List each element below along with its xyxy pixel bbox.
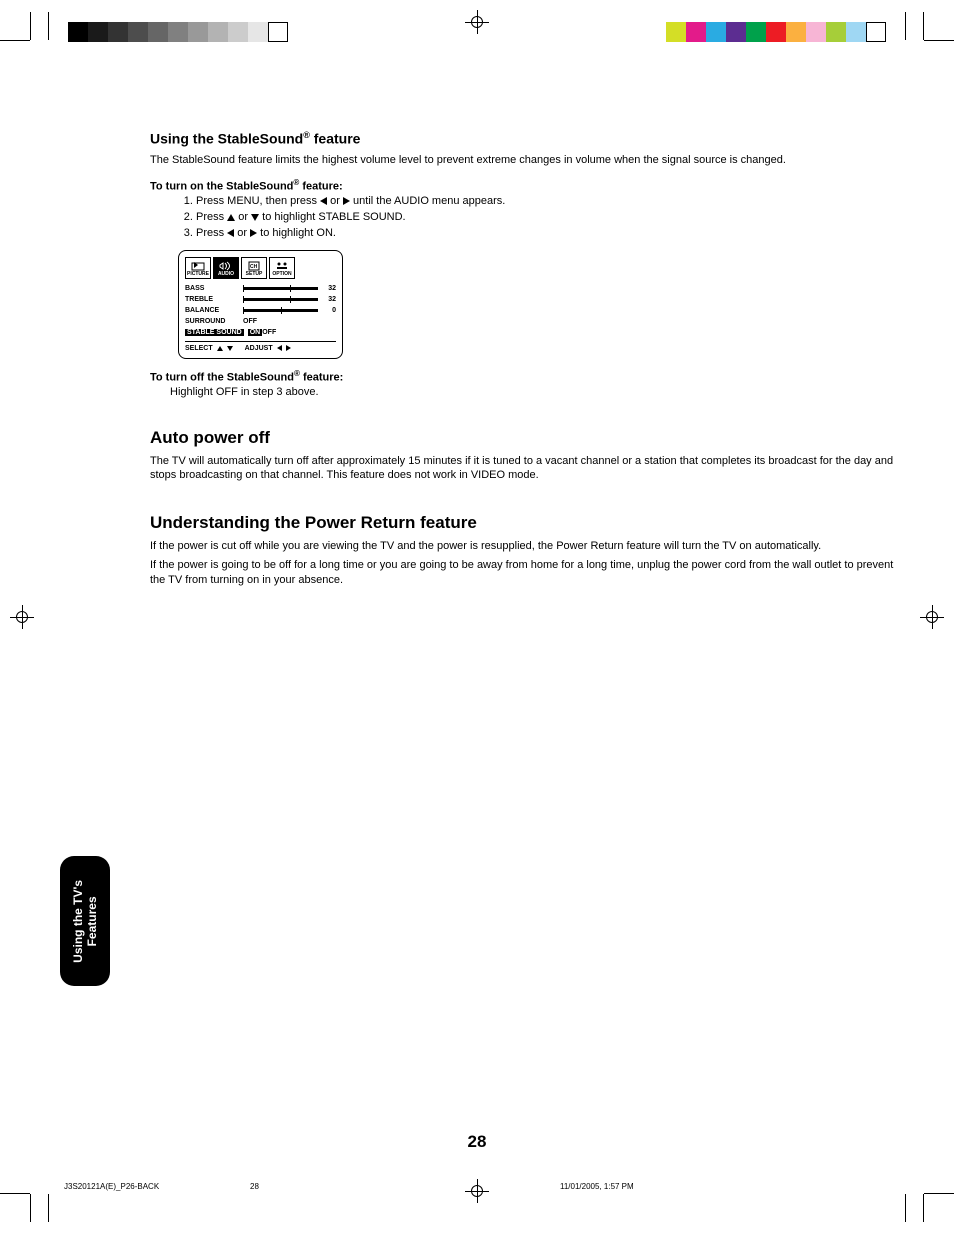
right-arrow-icon bbox=[286, 345, 291, 351]
left-arrow-icon bbox=[277, 345, 282, 351]
osd-row-bass: BASS32 bbox=[185, 283, 336, 294]
turn-off-text: Highlight OFF in step 3 above. bbox=[170, 386, 894, 398]
step-3: Press or to highlight ON. bbox=[196, 226, 894, 242]
osd-tab-option: OPTION bbox=[269, 257, 295, 279]
autopower-body: The TV will automatically turn off after… bbox=[150, 454, 894, 484]
grayscale-swatches bbox=[68, 22, 288, 42]
registration-mark-icon bbox=[14, 609, 30, 625]
registration-mark-icon bbox=[469, 14, 485, 30]
osd-tab-picture: PICTURE bbox=[185, 257, 211, 279]
section-heading-autopower: Auto power off bbox=[150, 428, 894, 448]
right-arrow-icon bbox=[343, 197, 350, 205]
osd-tab-audio: AUDIO bbox=[213, 257, 239, 279]
osd-row-surround: SURROUNDOFF bbox=[185, 316, 336, 327]
osd-footer: SELECT ADJUST bbox=[185, 345, 336, 352]
osd-rows: BASS32TREBLE32BALANCE0SURROUNDOFFSTABLE … bbox=[185, 283, 336, 338]
osd-tab-setup: CHSETUP bbox=[241, 257, 267, 279]
page-content: Using the StableSound® feature The Stabl… bbox=[60, 100, 894, 592]
crop-marks-bottom bbox=[0, 1190, 954, 1222]
osd-row-balance: BALANCE0 bbox=[185, 305, 336, 316]
up-arrow-icon bbox=[227, 214, 235, 221]
osd-row-treble: TREBLE32 bbox=[185, 294, 336, 305]
svg-text:CH: CH bbox=[250, 264, 258, 270]
section-heading-powerreturn: Understanding the Power Return feature bbox=[150, 513, 894, 533]
osd-menu: PICTUREAUDIOCHSETUPOPTION BASS32TREBLE32… bbox=[178, 250, 343, 359]
down-arrow-icon bbox=[227, 346, 233, 351]
turn-off-label: To turn off the StableSound® feature: bbox=[150, 369, 894, 384]
chapter-tab: Using the TV'sFeatures bbox=[60, 856, 110, 986]
turn-on-steps: Press MENU, then press or until the AUDI… bbox=[178, 194, 894, 242]
section-heading-stablesound: Using the StableSound® feature bbox=[150, 130, 894, 147]
registration-mark-icon bbox=[924, 609, 940, 625]
powerreturn-p1: If the power is cut off while you are vi… bbox=[150, 539, 894, 554]
turn-on-label: To turn on the StableSound® feature: bbox=[150, 178, 894, 193]
osd-row-stable-sound: STABLE SOUNDONOFF bbox=[185, 327, 336, 338]
down-arrow-icon bbox=[251, 214, 259, 221]
osd-tabs: PICTUREAUDIOCHSETUPOPTION bbox=[185, 257, 336, 279]
step-1: Press MENU, then press or until the AUDI… bbox=[196, 194, 894, 210]
step-2: Press or to highlight STABLE SOUND. bbox=[196, 210, 894, 226]
color-swatches bbox=[666, 22, 886, 42]
page-number: 28 bbox=[0, 1132, 954, 1152]
powerreturn-p2: If the power is going to be off for a lo… bbox=[150, 558, 894, 588]
up-arrow-icon bbox=[217, 346, 223, 351]
intro-text: The StableSound feature limits the highe… bbox=[150, 153, 894, 168]
